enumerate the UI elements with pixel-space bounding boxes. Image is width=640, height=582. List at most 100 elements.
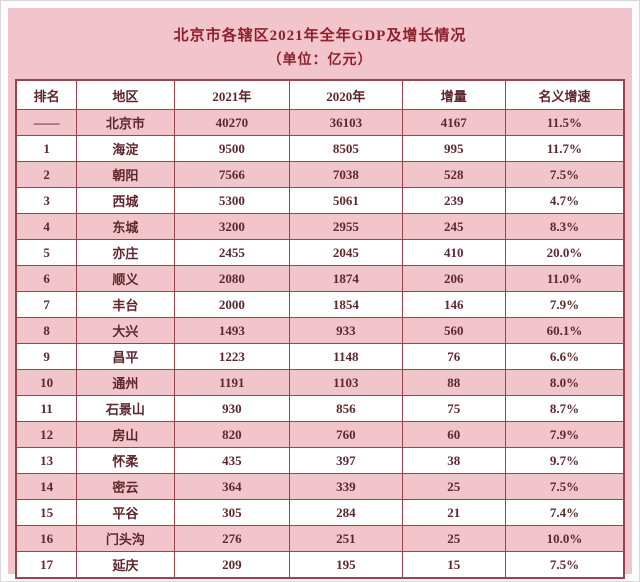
- table-cell: 11: [15, 395, 78, 422]
- table-row: 11 石景山 930 856 75 8.7%: [15, 395, 625, 422]
- table-cell: 339: [289, 473, 403, 500]
- table-cell: 36103: [289, 109, 403, 136]
- table-body: —— 北京市 40270 36103 4167 11.5% 1 海淀 9500 8505 995 11…: [15, 109, 625, 579]
- table-row: 17 延庆 209 195 15 7.5%: [15, 551, 625, 579]
- header-cell: 2021年: [173, 79, 291, 110]
- table-cell: 5: [15, 239, 78, 266]
- table-cell: 北京市: [76, 109, 175, 136]
- table-cell: 15: [15, 499, 78, 526]
- table-cell: 245: [401, 213, 506, 240]
- table-cell: 10.0%: [504, 525, 625, 552]
- table-row: 1 海淀 9500 8505 995 11.7%: [15, 135, 625, 162]
- table-cell: 251: [289, 525, 403, 552]
- table-cell: 276: [173, 525, 291, 552]
- table-cell: 7.5%: [504, 551, 625, 579]
- table-header: 排名 地区 2021年 2020年 增量 名义增速: [15, 79, 625, 110]
- table-cell: 怀柔: [76, 447, 175, 474]
- table-cell: 5300: [173, 187, 291, 214]
- table-cell: 397: [289, 447, 403, 474]
- table-cell: 3: [15, 187, 78, 214]
- table-subtitle: （单位：亿元）: [267, 53, 373, 68]
- table-cell: 76: [401, 343, 506, 370]
- table-cell: 2045: [289, 239, 403, 266]
- table-cell: 4.7%: [504, 187, 625, 214]
- table-row: 10 通州 1191 1103 88 8.0%: [15, 369, 625, 396]
- table-cell: 10: [15, 369, 78, 396]
- table-cell: 528: [401, 161, 506, 188]
- table-cell: 38: [401, 447, 506, 474]
- table-row: 14 密云 364 339 25 7.5%: [15, 473, 625, 500]
- table-row: —— 北京市 40270 36103 4167 11.5%: [15, 109, 625, 136]
- table-cell: 1103: [289, 369, 403, 396]
- table-row: 16 门头沟 276 251 25 10.0%: [15, 525, 625, 552]
- table-cell: 7.5%: [504, 161, 625, 188]
- table-cell: 305: [173, 499, 291, 526]
- table-cell: 密云: [76, 473, 175, 500]
- table-cell: 88: [401, 369, 506, 396]
- table-cell: 206: [401, 265, 506, 292]
- table-cell: 284: [289, 499, 403, 526]
- table-row: 2 朝阳 7566 7038 528 7.5%: [15, 161, 625, 188]
- table-cell: 820: [173, 421, 291, 448]
- table-cell: 1: [15, 135, 78, 162]
- table-cell: 东城: [76, 213, 175, 240]
- table-cell: 146: [401, 291, 506, 318]
- table-cell: 995: [401, 135, 506, 162]
- table-cell: 2080: [173, 265, 291, 292]
- table-cell: 364: [173, 473, 291, 500]
- title-block: 北京市各辖区2021年全年GDP及增长情况 （单位：亿元）: [15, 24, 625, 69]
- table-cell: 7.9%: [504, 291, 625, 318]
- table-cell: 9: [15, 343, 78, 370]
- table-cell: ——: [15, 109, 78, 136]
- table-cell: 3200: [173, 213, 291, 240]
- table-cell: 8.7%: [504, 395, 625, 422]
- table-cell: 856: [289, 395, 403, 422]
- table-panel: 北京市各辖区2021年全年GDP及增长情况 （单位：亿元） 排名 地区 2021年 2…: [8, 8, 632, 579]
- table-cell: 25: [401, 473, 506, 500]
- header-cell: 增量: [401, 79, 506, 110]
- table-cell: 7.4%: [504, 499, 625, 526]
- table-cell: 8: [15, 317, 78, 344]
- table-cell: 11.0%: [504, 265, 625, 292]
- table-row: 7 丰台 2000 1854 146 7.9%: [15, 291, 625, 318]
- table-cell: 石景山: [76, 395, 175, 422]
- table-cell: 丰台: [76, 291, 175, 318]
- table-cell: 6.6%: [504, 343, 625, 370]
- table-cell: 7: [15, 291, 78, 318]
- table-cell: 8.3%: [504, 213, 625, 240]
- table-row: 5 亦庄 2455 2045 410 20.0%: [15, 239, 625, 266]
- table-cell: 延庆: [76, 551, 175, 579]
- table-cell: 13: [15, 447, 78, 474]
- table-cell: 9.7%: [504, 447, 625, 474]
- table-cell: 15: [401, 551, 506, 579]
- table-cell: 6: [15, 265, 78, 292]
- header-cell: 地区: [76, 79, 175, 110]
- table-cell: 209: [173, 551, 291, 579]
- table-cell: 4: [15, 213, 78, 240]
- table-cell: 5061: [289, 187, 403, 214]
- table-row: 9 昌平 1223 1148 76 6.6%: [15, 343, 625, 370]
- table-cell: 西城: [76, 187, 175, 214]
- table-cell: 9500: [173, 135, 291, 162]
- table-cell: 760: [289, 421, 403, 448]
- table-cell: 1148: [289, 343, 403, 370]
- table-row: 6 顺义 2080 1874 206 11.0%: [15, 265, 625, 292]
- table-row: 15 平谷 305 284 21 7.4%: [15, 499, 625, 526]
- table-cell: 7038: [289, 161, 403, 188]
- table-cell: 16: [15, 525, 78, 552]
- table-cell: 12: [15, 421, 78, 448]
- table-row: 12 房山 820 760 60 7.9%: [15, 421, 625, 448]
- table-cell: 2: [15, 161, 78, 188]
- table-cell: 房山: [76, 421, 175, 448]
- table-cell: 亦庄: [76, 239, 175, 266]
- table-title: 北京市各辖区2021年全年GDP及增长情况: [173, 28, 467, 44]
- header-cell: 2020年: [289, 79, 403, 110]
- table-cell: 1223: [173, 343, 291, 370]
- table-cell: 8505: [289, 135, 403, 162]
- table-cell: 7.9%: [504, 421, 625, 448]
- table-cell: 17: [15, 551, 78, 579]
- table-cell: 顺义: [76, 265, 175, 292]
- table-cell: 门头沟: [76, 525, 175, 552]
- table-row: 3 西城 5300 5061 239 4.7%: [15, 187, 625, 214]
